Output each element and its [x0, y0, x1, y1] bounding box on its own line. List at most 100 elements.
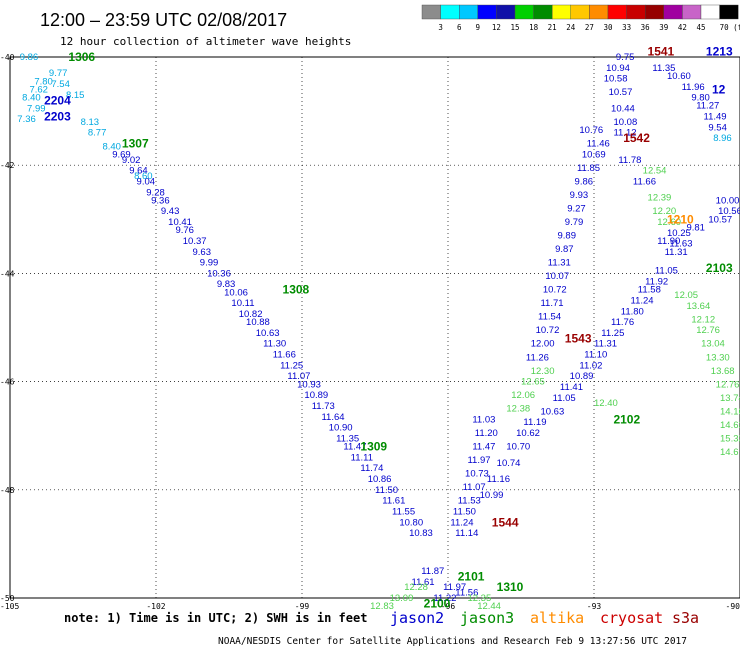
- wave-height-point: 10.70: [506, 442, 530, 453]
- wave-height-point: 12.35: [467, 593, 491, 604]
- scale-label: 27: [585, 23, 594, 32]
- wave-height-point: 8.15: [66, 90, 85, 101]
- wave-height-point: 11.66: [273, 350, 296, 361]
- x-tick-label: -102: [146, 602, 165, 611]
- scale-swatch: [459, 4, 479, 20]
- pass-time-label: 2100: [424, 596, 451, 610]
- wave-height-point: 8.60: [134, 171, 153, 182]
- wave-height-point: 9.63: [193, 247, 212, 258]
- wave-height-point: 11.20: [475, 428, 498, 439]
- pass-time-labels: 1306 2204 2203 1307 1308 1309 1544 2101 1310 2100…: [44, 45, 733, 611]
- pass-time-label: 1541: [648, 45, 675, 59]
- wave-height-point: 10.11: [231, 298, 254, 309]
- legend-cryosat: cryosat: [600, 609, 663, 627]
- scale-swatch: [496, 4, 516, 20]
- pass-time-label: 2204: [44, 93, 71, 107]
- wave-height-point: 9.04: [137, 176, 156, 187]
- wave-height-point: 11.97: [443, 582, 466, 593]
- wave-height-point: 10.93: [297, 379, 321, 390]
- scale-label: 45: [696, 23, 705, 32]
- wave-height-point: 11.11: [351, 452, 373, 463]
- wave-height-point: 7.36: [17, 114, 36, 125]
- wave-height-point: 11.10: [584, 350, 607, 361]
- wave-height-point: 12.00: [531, 339, 555, 350]
- scale-swatch: [552, 4, 572, 20]
- wave-height-point: 10.44: [611, 103, 635, 114]
- wave-height-points: 9.699.029.649.049.289.369.4310.419.7610.…: [17, 52, 740, 612]
- scale-swatch: [645, 4, 665, 20]
- scale-swatch: [663, 4, 683, 20]
- wave-height-point: 9.76: [175, 225, 194, 236]
- wave-height-point: 11.53: [458, 496, 481, 507]
- wave-height-point: 11.03: [472, 414, 495, 425]
- pass-time-label: 1213: [706, 45, 733, 59]
- wave-height-point: 11.54: [538, 312, 561, 323]
- wave-height-point: 12.40: [594, 398, 618, 409]
- wave-height-point: 12.65: [521, 377, 545, 388]
- x-tick-label: -99: [295, 602, 310, 611]
- wave-height-point: 10.36: [207, 268, 231, 279]
- pass-time-label: 1310: [497, 580, 524, 594]
- wave-height-point: 9.69: [112, 149, 131, 160]
- wave-height-point: 11.25: [601, 328, 624, 339]
- wave-height-point: 9.28: [146, 187, 165, 198]
- scale-label: 42: [678, 23, 687, 32]
- scale-label: 36: [641, 23, 651, 32]
- wave-height-point: 8.13: [81, 117, 100, 128]
- plot-frame: [9, 56, 740, 599]
- wave-height-point: 9.86: [20, 52, 39, 63]
- scale-label: 18: [529, 23, 539, 32]
- scale-swatch: [533, 4, 553, 20]
- wave-height-point: 11.41: [560, 382, 583, 393]
- chart-title: 12:00 – 23:59 UTC 02/08/2017: [40, 10, 287, 30]
- wave-height-point: 11.35: [336, 433, 359, 444]
- wave-height-point: 11.76: [611, 317, 634, 328]
- wave-height-point: 11.02: [579, 360, 602, 371]
- wave-height-point: 11.14: [455, 528, 478, 539]
- scale-swatch: [682, 4, 702, 20]
- pass-time-label: 1542: [623, 131, 650, 145]
- wave-height-point: 9.79: [565, 217, 584, 228]
- wave-height-point: 11.56: [455, 588, 478, 599]
- wave-height-point: 7.62: [29, 84, 48, 95]
- wave-height-point: 10.99: [480, 490, 504, 501]
- wave-height-point: 11.78: [618, 155, 641, 166]
- wave-height-point: 10.57: [708, 214, 732, 225]
- pass-time-label: 1306: [68, 50, 95, 64]
- wave-height-point: 9.87: [555, 244, 574, 255]
- wave-height-point: 11.47: [343, 442, 366, 453]
- wave-height-point: 9.02: [122, 155, 141, 166]
- x-tick-label: -105: [0, 602, 19, 611]
- wave-height-point: 10.25: [667, 228, 691, 239]
- wave-height-point: 10.41: [168, 217, 192, 228]
- axis-ticks: -105 -102 -99 -96 -93 -90 -40 -42 -44 -46 -48 -50: [0, 53, 740, 611]
- wave-height-point: 9.77: [49, 68, 68, 79]
- wave-height-point: 11.97: [467, 455, 490, 466]
- wave-height-point: 11.05: [553, 393, 576, 404]
- wave-height-point: 10.86: [368, 474, 392, 485]
- grid-lines: [10, 57, 740, 598]
- scale-swatch: [700, 4, 720, 20]
- pass-time-label: 1210: [667, 212, 694, 226]
- wave-height-point: 9.27: [567, 203, 586, 214]
- y-tick-label: -44: [0, 269, 15, 278]
- wave-height-point: 14.63: [720, 420, 740, 431]
- wave-height-point: 11.31: [594, 339, 617, 350]
- wave-height-point: 9.99: [200, 258, 219, 269]
- wave-height-point: 10.37: [183, 236, 207, 247]
- wave-height-point: 9.93: [570, 190, 589, 201]
- wave-height-point: 14.6: [720, 447, 739, 458]
- wave-height-point: 12.28: [404, 582, 428, 593]
- scale-swatch: [514, 4, 534, 20]
- scale-swatch: [477, 4, 497, 20]
- wave-height-point: 7.99: [27, 103, 46, 114]
- scale-label: 39: [659, 23, 668, 32]
- wave-height-point: 10.72: [536, 325, 560, 336]
- y-tick-label: -46: [0, 378, 15, 387]
- satellite-legend: jason2 jason3 altika cryosat s3a: [390, 609, 699, 627]
- wave-height-point: 11.87: [421, 566, 444, 577]
- wave-height-point: 9.81: [686, 222, 705, 233]
- wave-height-point: 15.32: [720, 433, 740, 444]
- wave-height-point: 11.55: [392, 506, 415, 517]
- wave-height-point: 12.39: [648, 193, 672, 204]
